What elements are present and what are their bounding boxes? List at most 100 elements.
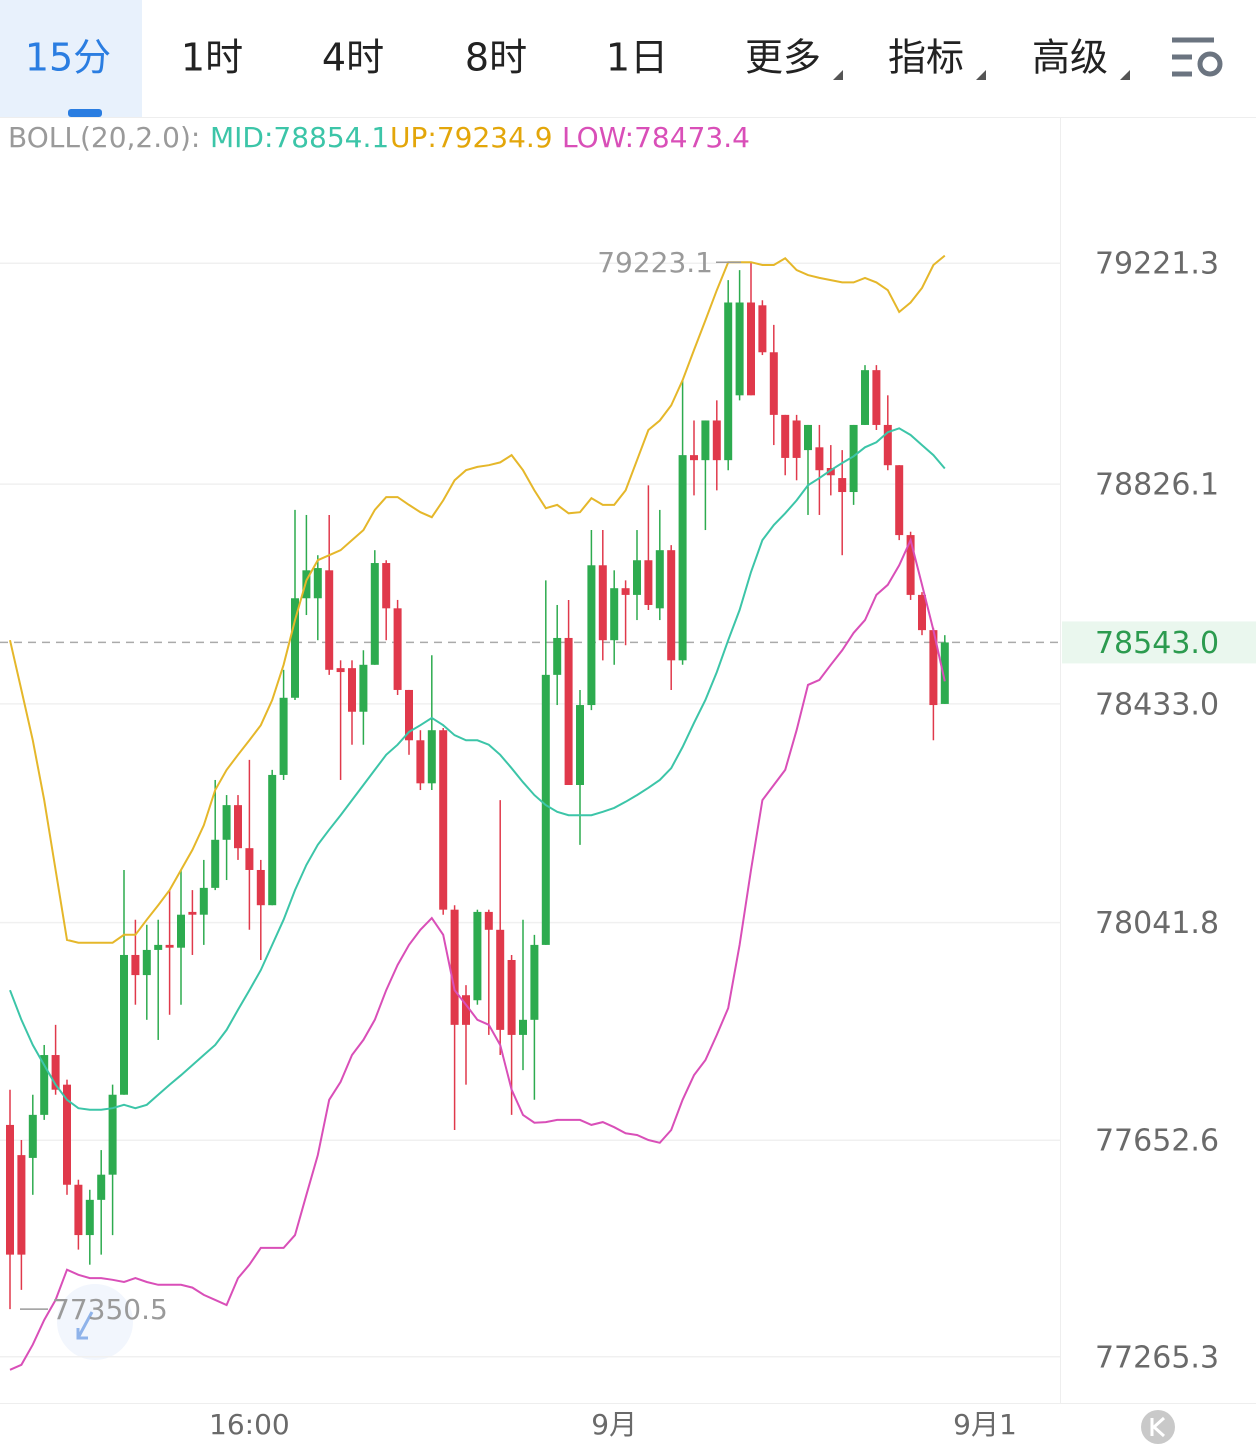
candle-body [690, 455, 698, 461]
candle-body [336, 668, 345, 673]
candle-body [291, 598, 299, 698]
candle-body [450, 909, 459, 1025]
candle-body [861, 370, 869, 425]
candle-body [667, 550, 676, 661]
candle-body [804, 424, 812, 451]
candle-body [507, 959, 516, 1035]
y-tick-label: 77652.6 [1095, 1124, 1219, 1159]
tab[interactable]: 15分 [25, 36, 111, 80]
candle-body [85, 1199, 94, 1236]
candle-body [188, 911, 197, 915]
x-tick-label: 9月 [591, 1408, 637, 1441]
tab[interactable]: 高级 [1032, 36, 1108, 80]
candle-body [120, 954, 128, 1095]
last-price-bg [1062, 621, 1256, 664]
candle-body [747, 302, 755, 396]
y-tick-label: 78041.8 [1095, 906, 1219, 941]
candle-body [348, 668, 356, 712]
candle-body [621, 588, 630, 595]
candle-body [883, 424, 892, 466]
last-price-label: 78543.0 [1095, 626, 1219, 661]
candle-body [154, 944, 163, 950]
tab[interactable]: 指标 [888, 36, 964, 80]
max-label: 79223.1 [597, 246, 713, 279]
candle-body [826, 467, 835, 476]
candle-body [541, 674, 550, 945]
y-tick-label: 79221.3 [1095, 247, 1219, 282]
candle-body [177, 914, 185, 948]
x-tick-label: 16:00 [209, 1408, 290, 1441]
candle-body [712, 420, 721, 461]
candle-body [644, 560, 653, 605]
candle-body [108, 1094, 117, 1175]
dropdown-arrow [1120, 70, 1130, 80]
tab[interactable]: 更多 [745, 36, 821, 80]
candle-body [769, 352, 778, 415]
candle-body [473, 911, 482, 1001]
boll-line [9, 254, 946, 944]
candle-body [576, 705, 584, 785]
candle-body [484, 911, 493, 930]
candle-body [553, 637, 562, 675]
indicator-label: BOLL(20,2.0): [8, 121, 200, 154]
active-tab-indicator [68, 109, 102, 117]
y-tick-label: 78433.0 [1095, 687, 1219, 722]
candle-body [929, 630, 938, 706]
candle-body [678, 455, 687, 661]
active-tab-bg [0, 0, 142, 117]
candle-body [564, 637, 573, 785]
candle-body [51, 1055, 60, 1090]
candle-body [393, 608, 402, 690]
candle-body [405, 689, 413, 741]
candle-body [256, 869, 265, 906]
candle-body [245, 848, 254, 870]
candle-body [815, 447, 824, 471]
candle-body [849, 424, 858, 493]
candle-body [872, 370, 881, 425]
candle-body [222, 805, 231, 840]
candle-body [439, 730, 448, 910]
candle-body [359, 664, 368, 712]
candle-body [895, 465, 904, 536]
candle-body [427, 730, 436, 784]
candle-body [735, 302, 744, 396]
y-tick-label: 78826.1 [1095, 468, 1219, 503]
candle-body [370, 563, 379, 665]
candle-body [633, 560, 641, 595]
nav-button[interactable] [57, 1284, 133, 1360]
x-tick-label: 9月1 [953, 1408, 1017, 1441]
candle-body [610, 588, 619, 641]
tab[interactable]: 4时 [322, 36, 384, 80]
candle-body [906, 535, 915, 595]
tab[interactable]: 8时 [465, 36, 527, 80]
min-label: 77350.5 [52, 1293, 168, 1326]
indicator-header: BOLL(20,2.0): MID:78854.1UP:79234.9 LOW:78… [8, 121, 750, 154]
candle-body [6, 1124, 14, 1255]
tab[interactable]: 1日 [606, 36, 668, 80]
candle-body [655, 550, 664, 609]
candle-body [462, 995, 470, 1025]
k-icon [1150, 1416, 1166, 1438]
candle-body [758, 305, 767, 353]
dropdown-arrow [833, 70, 843, 80]
k-button[interactable] [1141, 1410, 1175, 1444]
candle-body [838, 478, 847, 493]
candle-body [268, 774, 277, 906]
dropdown-arrow [976, 70, 986, 80]
candle-body [519, 1019, 527, 1035]
tab[interactable]: 1时 [181, 36, 243, 80]
candle-body [131, 954, 140, 976]
candle-body [211, 839, 220, 888]
up-label: UP:79234.9 [390, 121, 553, 154]
candle-body [313, 568, 322, 599]
candle-body [382, 563, 391, 609]
candle-body [302, 570, 311, 599]
candle-body [97, 1174, 106, 1200]
candle-body [74, 1184, 83, 1236]
candle-body [416, 740, 425, 784]
candle-body [63, 1084, 71, 1185]
candle-body [142, 949, 151, 976]
candle-body [40, 1055, 49, 1115]
settings-icon[interactable] [1172, 37, 1223, 77]
